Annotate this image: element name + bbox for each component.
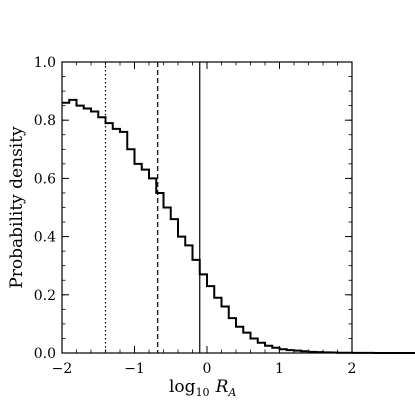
x-tick-label: −2	[52, 361, 73, 377]
x-axis-label: log10 RA	[169, 377, 236, 399]
axis-ticks	[61, 61, 353, 354]
y-tick-label: 0.8	[34, 113, 56, 129]
tick-labels: −2 −1 0 1 2 0.0 0.2 0.4 0.6 0.8 1.0	[34, 55, 357, 377]
y-tick-label: 0.0	[34, 346, 56, 362]
y-axis-label: Probability density	[7, 126, 27, 289]
x-tick-label: 2	[348, 361, 357, 377]
x-axis-label-variable-subscript: A	[227, 386, 236, 399]
y-tick-label: 0.2	[34, 288, 56, 304]
x-tick-label: −1	[124, 361, 145, 377]
reference-lines	[104, 62, 201, 353]
x-axis-label-variable: R	[215, 377, 229, 397]
x-axis-label-subscript: 10	[196, 386, 210, 399]
y-tick-label: 0.6	[34, 171, 56, 187]
x-axis-label-prefix: log	[169, 377, 196, 397]
y-tick-label: 1.0	[34, 55, 56, 71]
x-tick-label: 0	[203, 361, 212, 377]
histogram-step-line	[62, 98, 415, 354]
x-tick-label: 1	[275, 361, 284, 377]
y-tick-label: 0.4	[34, 230, 56, 246]
